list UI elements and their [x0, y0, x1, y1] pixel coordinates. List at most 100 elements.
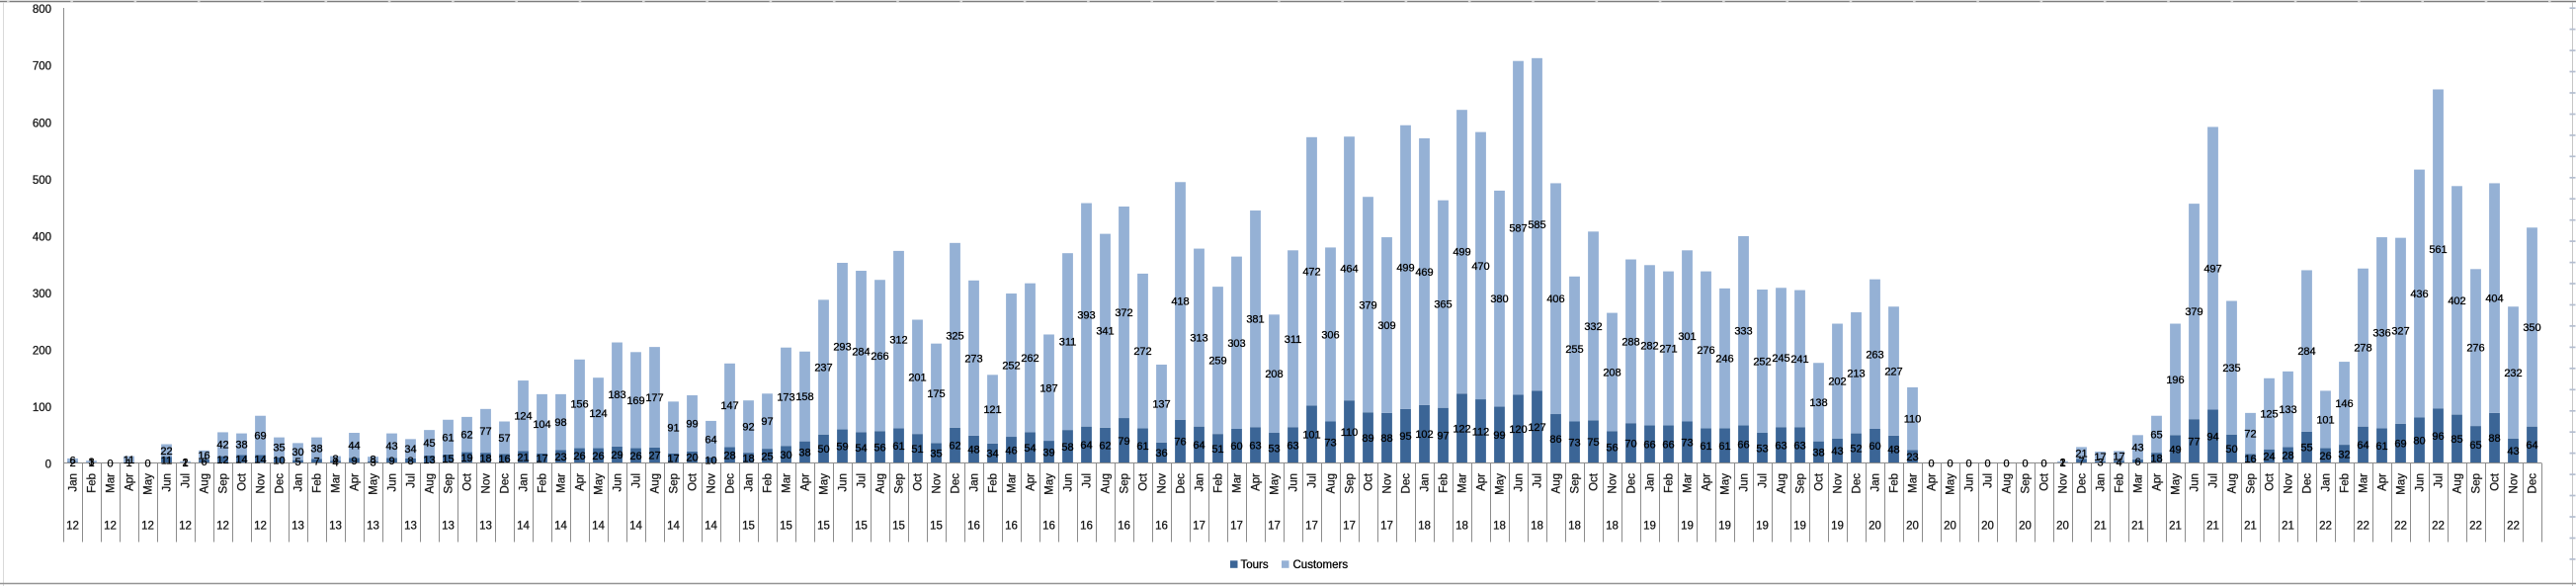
svg-text:288: 288	[1621, 336, 1639, 348]
svg-text:Mar: Mar	[556, 473, 568, 493]
svg-text:120: 120	[1509, 424, 1527, 436]
svg-text:Jan: Jan	[1420, 473, 1432, 492]
svg-text:20: 20	[1981, 521, 1994, 533]
svg-text:94: 94	[2206, 432, 2218, 444]
svg-text:62: 62	[1099, 441, 1111, 453]
svg-text:14: 14	[254, 455, 266, 466]
svg-text:12: 12	[66, 521, 79, 533]
svg-text:26: 26	[592, 451, 604, 462]
svg-text:53: 53	[1268, 443, 1280, 455]
svg-text:402: 402	[2448, 295, 2465, 307]
svg-text:0: 0	[2040, 459, 2046, 470]
svg-text:700: 700	[33, 61, 51, 73]
svg-text:38: 38	[798, 448, 810, 460]
svg-text:311: 311	[1059, 337, 1077, 349]
svg-text:Mar: Mar	[1007, 473, 1019, 493]
svg-text:12: 12	[216, 521, 229, 533]
svg-text:Oct: Oct	[913, 472, 925, 491]
svg-text:57: 57	[498, 433, 510, 445]
svg-text:23: 23	[1906, 452, 1918, 463]
svg-text:262: 262	[1021, 353, 1039, 365]
svg-text:73: 73	[1681, 438, 1693, 450]
svg-text:213: 213	[1847, 368, 1865, 379]
svg-text:266: 266	[871, 351, 888, 363]
svg-text:15: 15	[892, 521, 905, 533]
svg-text:Jun: Jun	[1514, 473, 1526, 492]
svg-text:Dec: Dec	[2302, 473, 2314, 494]
svg-text:17: 17	[2094, 452, 2106, 463]
svg-text:Dec: Dec	[1401, 473, 1413, 494]
svg-text:12: 12	[216, 455, 228, 466]
svg-text:173: 173	[777, 392, 794, 404]
svg-text:Dec: Dec	[2077, 473, 2089, 494]
svg-text:400: 400	[33, 231, 51, 243]
svg-text:227: 227	[1884, 367, 1902, 378]
svg-text:97: 97	[761, 416, 773, 428]
svg-text:Nov: Nov	[2509, 473, 2521, 494]
svg-text:Nov: Nov	[1157, 473, 1169, 494]
svg-text:255: 255	[1565, 344, 1583, 356]
svg-text:Jun: Jun	[387, 473, 399, 492]
svg-text:Jan: Jan	[969, 473, 981, 492]
svg-text:293: 293	[833, 341, 851, 353]
svg-text:177: 177	[645, 392, 663, 404]
svg-text:95: 95	[1399, 431, 1411, 443]
svg-text:Oct: Oct	[2265, 472, 2277, 491]
svg-text:147: 147	[720, 400, 738, 412]
svg-text:372: 372	[1115, 307, 1132, 319]
svg-text:169: 169	[626, 395, 644, 407]
svg-text:Jul: Jul	[1082, 473, 1094, 488]
svg-text:101: 101	[2316, 415, 2334, 427]
svg-text:6: 6	[2134, 457, 2140, 468]
svg-text:Sep: Sep	[2471, 473, 2483, 493]
svg-text:Aug: Aug	[2227, 473, 2239, 493]
svg-text:Feb: Feb	[1439, 473, 1451, 493]
svg-text:Nov: Nov	[256, 473, 268, 494]
svg-text:102: 102	[1415, 429, 1433, 441]
svg-text:311: 311	[1285, 334, 1302, 346]
svg-text:May: May	[143, 473, 155, 495]
svg-text:499: 499	[1396, 262, 1414, 274]
svg-text:278: 278	[2354, 343, 2371, 355]
svg-text:64: 64	[705, 434, 716, 446]
svg-text:89: 89	[1362, 433, 1373, 445]
svg-text:Dec: Dec	[275, 473, 287, 494]
svg-text:9: 9	[388, 456, 394, 467]
svg-text:64: 64	[1080, 440, 1092, 452]
svg-text:4: 4	[2116, 457, 2121, 468]
svg-text:138: 138	[1809, 397, 1827, 409]
svg-text:22: 22	[160, 446, 172, 458]
svg-text:44: 44	[348, 441, 360, 453]
svg-text:Sep: Sep	[1570, 473, 1582, 493]
svg-text:6: 6	[201, 457, 207, 468]
svg-text:61: 61	[1136, 441, 1148, 453]
svg-text:14: 14	[629, 521, 642, 533]
svg-text:187: 187	[1039, 382, 1057, 394]
svg-text:Sep: Sep	[444, 473, 456, 493]
svg-text:19: 19	[460, 453, 472, 464]
svg-text:124: 124	[514, 411, 532, 423]
svg-text:18: 18	[1606, 521, 1619, 533]
svg-text:17: 17	[1380, 521, 1393, 533]
svg-text:245: 245	[1772, 353, 1789, 365]
svg-text:21: 21	[2244, 521, 2257, 533]
svg-text:Mar: Mar	[2359, 473, 2370, 493]
svg-text:Sep: Sep	[2246, 473, 2258, 493]
svg-text:59: 59	[836, 442, 848, 454]
svg-text:15: 15	[930, 521, 943, 533]
svg-text:183: 183	[608, 389, 625, 401]
svg-text:18: 18	[1455, 521, 1468, 533]
svg-text:497: 497	[2203, 263, 2221, 275]
svg-text:Nov: Nov	[706, 473, 718, 494]
svg-text:14: 14	[235, 455, 247, 466]
svg-text:Sep: Sep	[2021, 473, 2033, 493]
svg-text:158: 158	[795, 391, 813, 403]
svg-text:64: 64	[2526, 440, 2537, 452]
svg-text:56: 56	[873, 442, 885, 454]
svg-text:Oct: Oct	[1589, 472, 1601, 491]
svg-text:55: 55	[2300, 443, 2312, 455]
svg-text:252: 252	[1753, 357, 1771, 369]
svg-text:Dec: Dec	[2528, 473, 2539, 494]
svg-text:0: 0	[2022, 459, 2028, 470]
svg-text:May: May	[2171, 473, 2183, 495]
